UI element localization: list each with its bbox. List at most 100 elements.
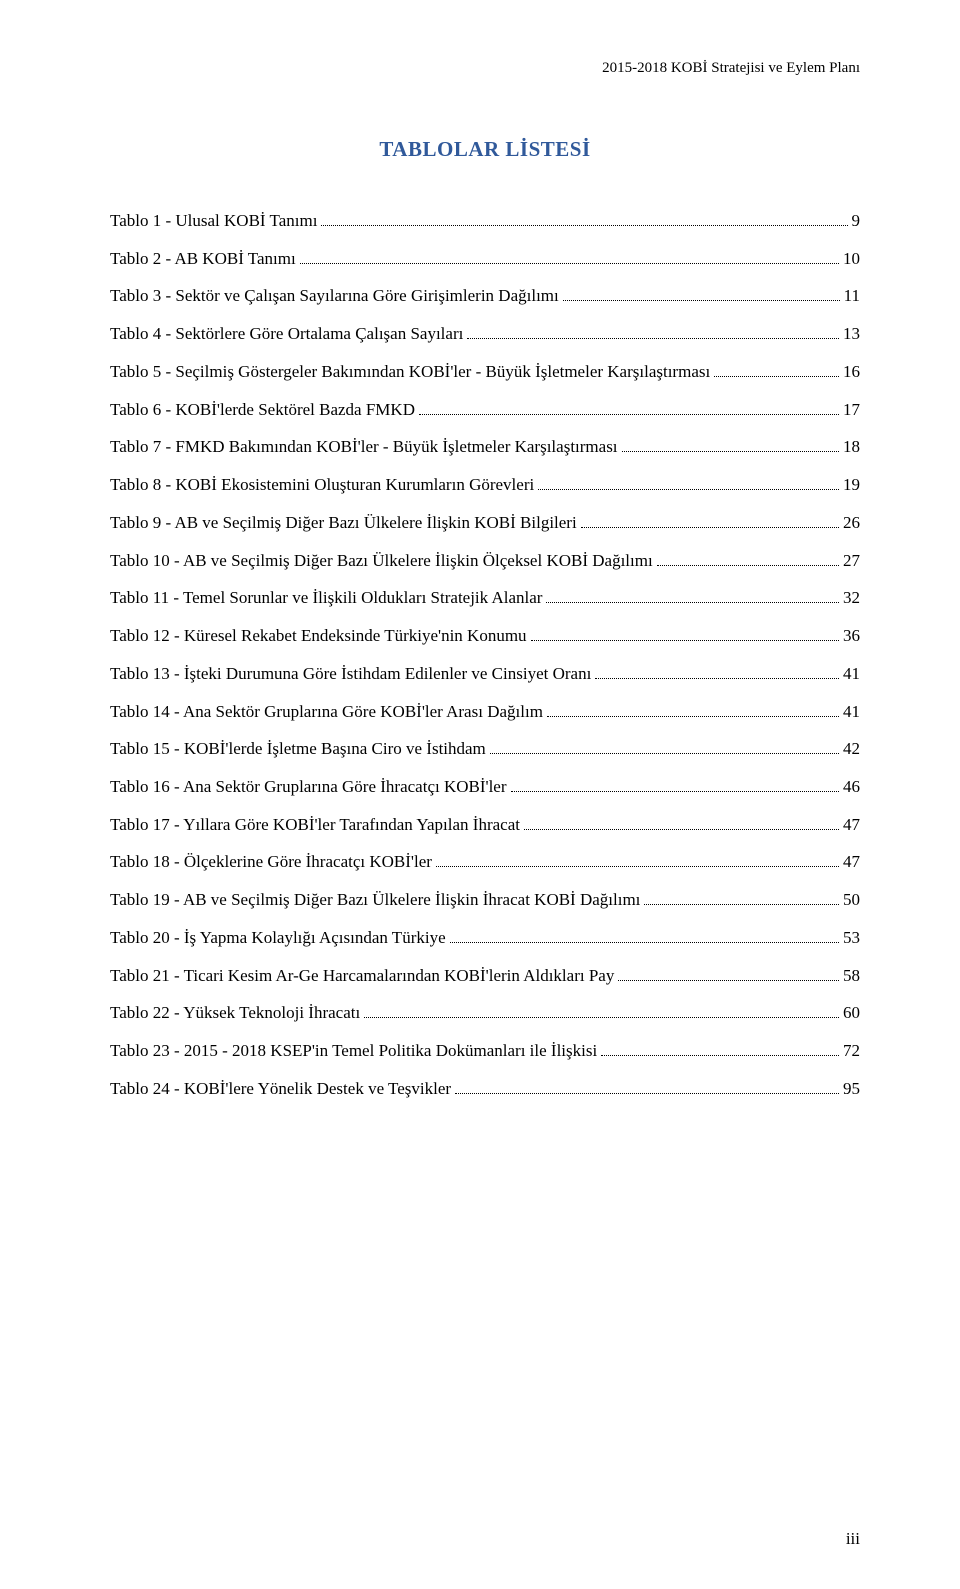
toc-entry-label: Tablo 6 - KOBİ'lerde Sektörel Bazda FMKD	[110, 391, 415, 429]
toc-entry-page: 9	[852, 202, 861, 240]
toc-entry: Tablo 5 - Seçilmiş Göstergeler Bakımında…	[110, 353, 860, 391]
toc-entry-label: Tablo 21 - Ticari Kesim Ar-Ge Harcamalar…	[110, 957, 614, 995]
toc-entry-label: Tablo 14 - Ana Sektör Gruplarına Göre KO…	[110, 693, 543, 731]
toc-leader-dots	[450, 942, 839, 943]
page-number: iii	[846, 1529, 860, 1549]
toc-entry: Tablo 20 - İş Yapma Kolaylığı Açısından …	[110, 919, 860, 957]
toc-entry: Tablo 13 - İşteki Durumuna Göre İstihdam…	[110, 655, 860, 693]
toc-entry: Tablo 6 - KOBİ'lerde Sektörel Bazda FMKD…	[110, 391, 860, 429]
toc-entry-label: Tablo 9 - AB ve Seçilmiş Diğer Bazı Ülke…	[110, 504, 577, 542]
toc-entry-label: Tablo 12 - Küresel Rekabet Endeksinde Tü…	[110, 617, 527, 655]
toc-entry: Tablo 15 - KOBİ'lerde İşletme Başına Cir…	[110, 730, 860, 768]
toc-entry-label: Tablo 17 - Yıllara Göre KOBİ'ler Tarafın…	[110, 806, 520, 844]
toc-entry: Tablo 9 - AB ve Seçilmiş Diğer Bazı Ülke…	[110, 504, 860, 542]
toc-leader-dots	[321, 225, 847, 226]
toc-entry-page: 47	[843, 806, 860, 844]
toc-entry-label: Tablo 19 - AB ve Seçilmiş Diğer Bazı Ülk…	[110, 881, 640, 919]
toc-entry-label: Tablo 4 - Sektörlere Göre Ortalama Çalış…	[110, 315, 463, 353]
toc-leader-dots	[601, 1055, 839, 1056]
toc-entry: Tablo 3 - Sektör ve Çalışan Sayılarına G…	[110, 277, 860, 315]
toc-leader-dots	[300, 263, 839, 264]
toc-entry-page: 26	[843, 504, 860, 542]
toc-entry-label: Tablo 23 - 2015 - 2018 KSEP'in Temel Pol…	[110, 1032, 597, 1070]
toc-entry-label: Tablo 2 - AB KOBİ Tanımı	[110, 240, 296, 278]
toc-leader-dots	[531, 640, 839, 641]
toc-entry-label: Tablo 16 - Ana Sektör Gruplarına Göre İh…	[110, 768, 507, 806]
toc-entry-label: Tablo 11 - Temel Sorunlar ve İlişkili Ol…	[110, 579, 542, 617]
toc-entry-page: 36	[843, 617, 860, 655]
toc-entry: Tablo 10 - AB ve Seçilmiş Diğer Bazı Ülk…	[110, 542, 860, 580]
toc-entry-label: Tablo 10 - AB ve Seçilmiş Diğer Bazı Ülk…	[110, 542, 653, 580]
toc-entry-page: 32	[843, 579, 860, 617]
toc-entry-page: 16	[843, 353, 860, 391]
toc-entry-page: 18	[843, 428, 860, 466]
toc-entry: Tablo 2 - AB KOBİ Tanımı 10	[110, 240, 860, 278]
toc-entry: Tablo 8 - KOBİ Ekosistemini Oluşturan Ku…	[110, 466, 860, 504]
toc-entry-page: 27	[843, 542, 860, 580]
toc-leader-dots	[657, 565, 839, 566]
table-of-contents: Tablo 1 - Ulusal KOBİ Tanımı9Tablo 2 - A…	[110, 202, 860, 1108]
toc-entry-page: 42	[843, 730, 860, 768]
document-header: 2015-2018 KOBİ Stratejisi ve Eylem Planı	[110, 60, 860, 77]
toc-entry: Tablo 17 - Yıllara Göre KOBİ'ler Tarafın…	[110, 806, 860, 844]
toc-entry-label: Tablo 7 - FMKD Bakımından KOBİ'ler - Büy…	[110, 428, 618, 466]
toc-entry: Tablo 22 - Yüksek Teknoloji İhracatı 60	[110, 994, 860, 1032]
toc-entry-label: Tablo 22 - Yüksek Teknoloji İhracatı	[110, 994, 360, 1032]
toc-leader-dots	[546, 602, 839, 603]
toc-entry-label: Tablo 1 - Ulusal KOBİ Tanımı	[110, 202, 317, 240]
toc-entry: Tablo 14 - Ana Sektör Gruplarına Göre KO…	[110, 693, 860, 731]
toc-leader-dots	[618, 980, 839, 981]
toc-entry-page: 58	[843, 957, 860, 995]
toc-entry-page: 46	[843, 768, 860, 806]
toc-leader-dots	[538, 489, 839, 490]
toc-leader-dots	[581, 527, 839, 528]
toc-entry: Tablo 16 - Ana Sektör Gruplarına Göre İh…	[110, 768, 860, 806]
toc-entry: Tablo 12 - Küresel Rekabet Endeksinde Tü…	[110, 617, 860, 655]
toc-entry-page: 60	[843, 994, 860, 1032]
toc-entry-page: 72	[843, 1032, 860, 1070]
toc-leader-dots	[490, 753, 839, 754]
toc-entry-page: 41	[843, 655, 860, 693]
toc-entry-page: 19	[843, 466, 860, 504]
toc-entry: Tablo 1 - Ulusal KOBİ Tanımı 9	[110, 202, 860, 240]
toc-entry: Tablo 4 - Sektörlere Göre Ortalama Çalış…	[110, 315, 860, 353]
toc-entry: Tablo 23 - 2015 - 2018 KSEP'in Temel Pol…	[110, 1032, 860, 1070]
page-container: 2015-2018 KOBİ Stratejisi ve Eylem Planı…	[0, 0, 960, 1589]
toc-entry: Tablo 21 - Ticari Kesim Ar-Ge Harcamalar…	[110, 957, 860, 995]
toc-leader-dots	[563, 300, 840, 301]
toc-leader-dots	[455, 1093, 839, 1094]
toc-entry-page: 17	[843, 391, 860, 429]
toc-leader-dots	[436, 866, 839, 867]
toc-leader-dots	[511, 791, 839, 792]
toc-entry-label: Tablo 13 - İşteki Durumuna Göre İstihdam…	[110, 655, 591, 693]
toc-entry: Tablo 19 - AB ve Seçilmiş Diğer Bazı Ülk…	[110, 881, 860, 919]
toc-leader-dots	[714, 376, 839, 377]
page-title: TABLOLAR LİSTESİ	[110, 137, 860, 162]
toc-entry-label: Tablo 18 - Ölçeklerine Göre İhracatçı KO…	[110, 843, 432, 881]
toc-leader-dots	[644, 904, 839, 905]
toc-entry-page: 53	[843, 919, 860, 957]
toc-leader-dots	[547, 716, 839, 717]
toc-entry-page: 50	[843, 881, 860, 919]
toc-entry-label: Tablo 15 - KOBİ'lerde İşletme Başına Cir…	[110, 730, 486, 768]
toc-leader-dots	[524, 829, 839, 830]
toc-entry-page: 11	[844, 277, 860, 315]
toc-entry-page: 13	[843, 315, 860, 353]
toc-entry-page: 41	[843, 693, 860, 731]
toc-entry-label: Tablo 24 - KOBİ'lere Yönelik Destek ve T…	[110, 1070, 451, 1108]
toc-entry-page: 47	[843, 843, 860, 881]
toc-entry: Tablo 7 - FMKD Bakımından KOBİ'ler - Büy…	[110, 428, 860, 466]
toc-leader-dots	[622, 451, 839, 452]
toc-leader-dots	[595, 678, 839, 679]
toc-entry-label: Tablo 8 - KOBİ Ekosistemini Oluşturan Ku…	[110, 466, 534, 504]
toc-leader-dots	[364, 1017, 839, 1018]
toc-entry-page: 10	[843, 240, 860, 278]
toc-entry-label: Tablo 3 - Sektör ve Çalışan Sayılarına G…	[110, 277, 559, 315]
toc-entry: Tablo 18 - Ölçeklerine Göre İhracatçı KO…	[110, 843, 860, 881]
toc-entry-label: Tablo 5 - Seçilmiş Göstergeler Bakımında…	[110, 353, 710, 391]
toc-entry: Tablo 24 - KOBİ'lere Yönelik Destek ve T…	[110, 1070, 860, 1108]
toc-leader-dots	[467, 338, 839, 339]
toc-entry: Tablo 11 - Temel Sorunlar ve İlişkili Ol…	[110, 579, 860, 617]
toc-entry-label: Tablo 20 - İş Yapma Kolaylığı Açısından …	[110, 919, 446, 957]
toc-entry-page: 95	[843, 1070, 860, 1108]
